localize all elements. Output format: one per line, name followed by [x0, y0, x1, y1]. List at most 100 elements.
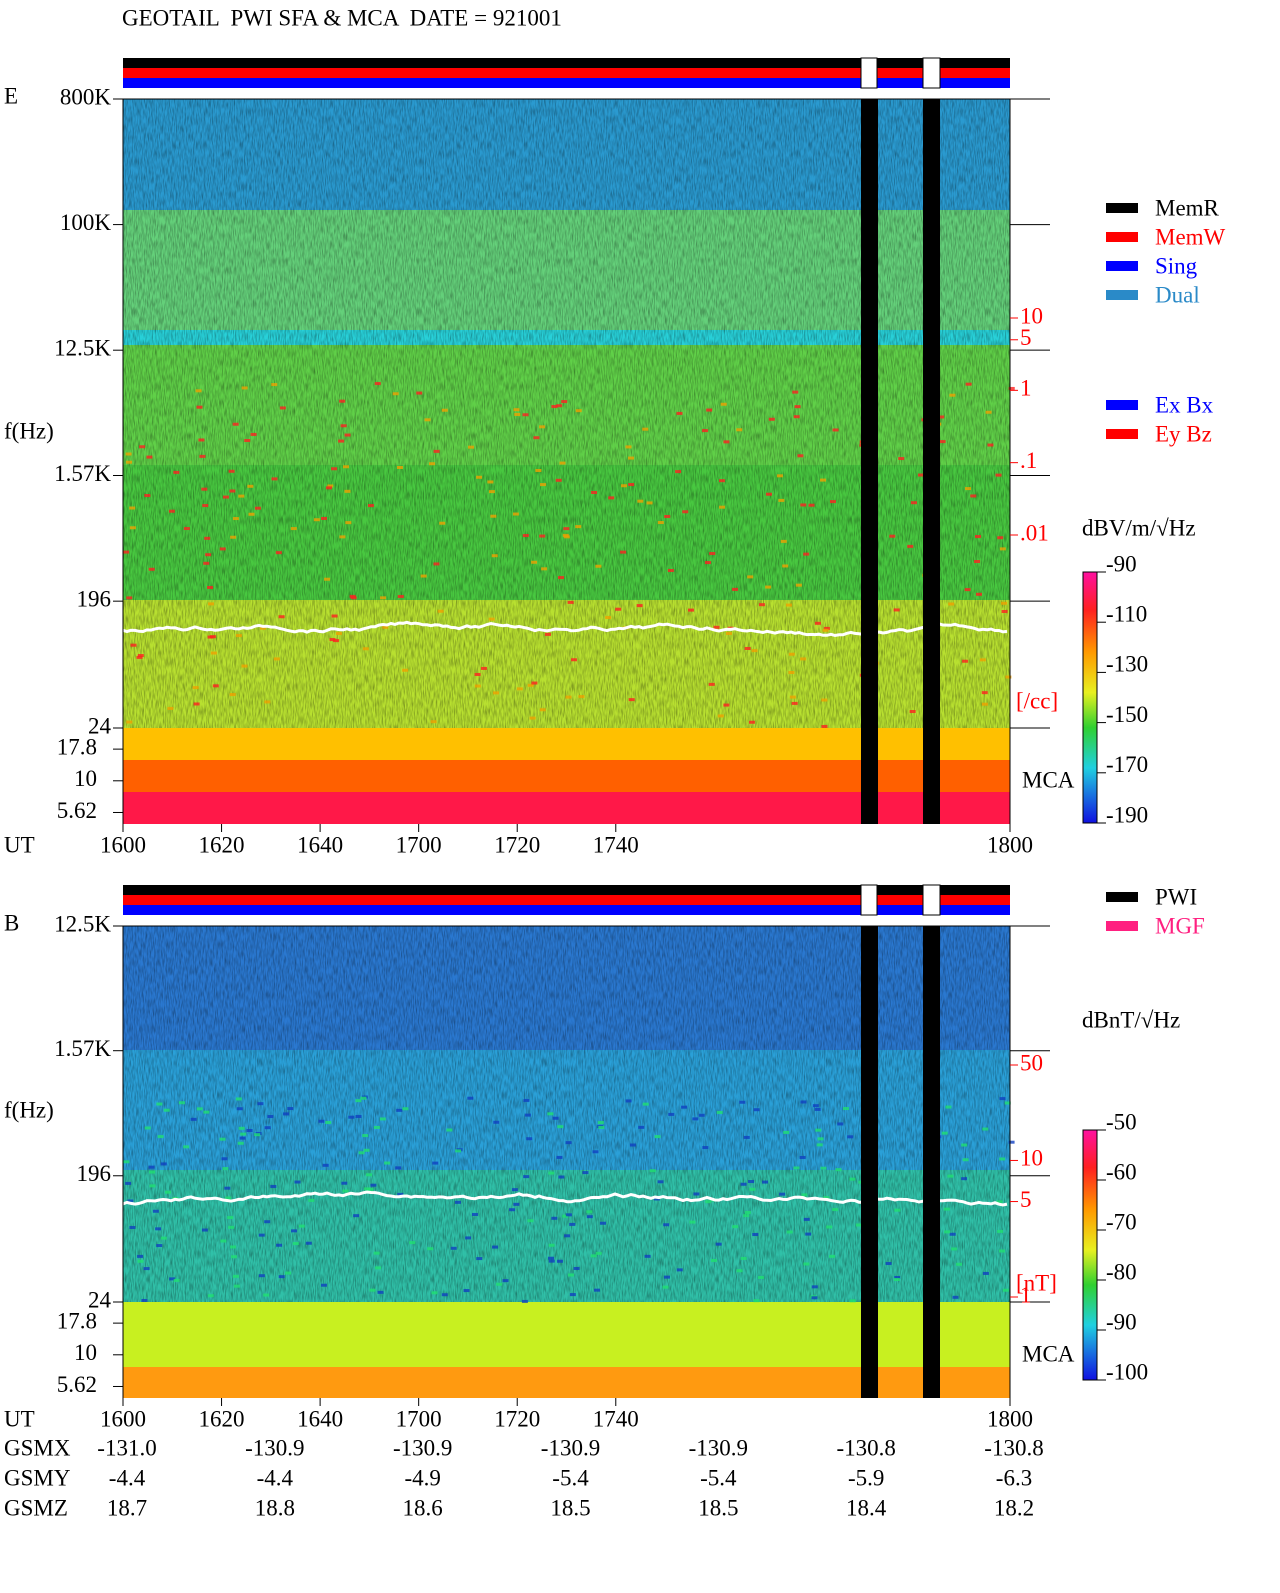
ephemeris-value: -130.9: [689, 1435, 748, 1460]
spectrogram-pixel: [765, 492, 772, 496]
colorbar-tick-label: -70: [1106, 1209, 1137, 1234]
spectrogram-pixel: [420, 574, 427, 578]
spectrogram-pixel: [271, 383, 278, 387]
spectrogram-pixel: [949, 1232, 956, 1236]
spectrogram-pixel: [795, 583, 802, 587]
spectrogram-pixel: [732, 1225, 739, 1229]
spectrogram-pixel: [367, 504, 374, 508]
spectrogram-pixel: [791, 701, 798, 705]
data-gap: [861, 926, 878, 1398]
y-tick-label: 1.57K: [54, 1036, 111, 1061]
x-tick-label: 1600: [100, 1406, 146, 1431]
spectrogram-pixel: [322, 1163, 329, 1167]
x-tick-label: 1640: [297, 1406, 343, 1431]
spectrogram-pixel: [803, 1217, 810, 1221]
spectrogram-pixel: [488, 617, 495, 621]
spectrogram-pixel: [817, 1137, 824, 1141]
spectrogram-pixel: [800, 657, 807, 661]
spectrogram-pixel: [753, 1108, 760, 1112]
spectrogram-pixel: [743, 1135, 750, 1139]
spectrogram-pixel: [246, 1128, 253, 1132]
spectrogram-pixel: [513, 1202, 520, 1206]
spectrogram-pixel: [369, 1288, 376, 1292]
spectrogram-pixel: [964, 487, 971, 491]
spectrogram-pixel: [664, 514, 671, 518]
spectrogram-pixel: [1008, 1140, 1015, 1144]
spectrogram-pixel: [232, 1274, 239, 1278]
spectrogram-pixel: [789, 695, 796, 699]
spectrogram-pixel: [562, 1214, 569, 1218]
spectrogram-pixel: [235, 1097, 242, 1101]
spectrogram-pixel: [355, 1099, 362, 1103]
spectrogram-pixel: [126, 460, 133, 464]
spectrogram-pixel: [811, 1285, 818, 1289]
colorbar-tick-label: -90: [1106, 1309, 1137, 1334]
spectrogram-pixel: [338, 439, 345, 443]
spectrogram-pixel: [148, 567, 155, 571]
spectrogram-pixel: [327, 484, 334, 488]
spectrogram-pixel: [238, 494, 245, 498]
spectrogram-pixel: [718, 479, 725, 483]
spectrogram-pixel: [982, 1271, 989, 1275]
spectrogram-pixel: [259, 626, 266, 630]
spectrogram-pixel: [402, 1107, 409, 1111]
legend-label: MGF: [1155, 913, 1205, 938]
spectrogram-pixel: [758, 603, 765, 607]
spectrogram-pixel: [502, 1279, 509, 1283]
y-tick-label: 24: [88, 1287, 112, 1312]
spectrogram-pixel: [559, 461, 566, 465]
spectrogram-pixel: [849, 1299, 856, 1303]
spectrogram-pixel: [392, 392, 399, 396]
x-tick-label: 1620: [199, 832, 245, 857]
x-tick-label: 1640: [297, 832, 343, 857]
spectrogram-pixel: [654, 1135, 661, 1139]
spectrogram-pixel: [644, 1254, 651, 1258]
density-tick-label: 50: [1020, 1050, 1043, 1075]
spectrogram-pixel: [548, 1256, 555, 1260]
data-gap: [923, 926, 940, 1398]
x-tick-label: 1740: [593, 1406, 639, 1431]
spectrogram-pixel: [725, 631, 732, 635]
spectrogram-pixel: [424, 418, 431, 422]
spectrogram-pixel: [313, 518, 320, 522]
legend-label: MemW: [1155, 224, 1226, 249]
colorbar-tick-label: -190: [1106, 802, 1148, 827]
ephemeris-name: GSMY: [4, 1465, 71, 1490]
spectrogram-pixel: [740, 1256, 747, 1260]
title: GEOTAIL PWI SFA & MCA DATE = 921001: [122, 5, 562, 30]
spectrogram-pixel: [233, 1284, 240, 1288]
spectrogram-pixel: [762, 1180, 769, 1184]
x-tick-label: 1740: [593, 832, 639, 857]
spectrogram-pixel: [355, 1114, 362, 1118]
spectrogram-pixel: [123, 1160, 130, 1164]
spectrogram-pixel: [522, 413, 529, 417]
status-bar: [123, 885, 1010, 895]
legend-swatch: [1106, 400, 1138, 410]
spectrogram-pixel: [815, 1128, 822, 1132]
x-tick-label: 1720: [494, 1406, 540, 1431]
spectrogram-pixel: [794, 405, 801, 409]
spectrogram-pixel: [681, 1105, 688, 1109]
spectrogram-pixel: [949, 393, 956, 397]
mca-tick-label: 17.8: [57, 1308, 97, 1333]
spectrogram-pixel: [620, 550, 627, 554]
y-tick-label: 196: [77, 1161, 112, 1186]
spectrogram-pixel: [765, 585, 772, 589]
spectrogram-pixel: [437, 609, 444, 613]
spectrogram-pixel: [204, 536, 211, 540]
density-label: [nT]: [1016, 1270, 1057, 1295]
spectrogram-pixel: [318, 1119, 325, 1123]
status-bar: [123, 905, 1010, 915]
spectrogram-pixel: [524, 1113, 531, 1117]
spectrogram-pixel: [527, 1219, 534, 1223]
spectrogram-pixel: [653, 1197, 660, 1201]
spectrogram-pixel: [541, 567, 548, 571]
spectrogram-pixel: [531, 560, 538, 564]
spectrogram-pixel: [556, 1155, 563, 1159]
spectrogram-pixel: [717, 714, 724, 718]
spectrogram-pixel: [239, 1136, 246, 1140]
y-tick-label: 100K: [60, 210, 112, 235]
spectrogram-pixel: [999, 1157, 1006, 1161]
spectrogram-pixel: [441, 1293, 448, 1297]
ephemeris-value: -5.9: [848, 1465, 884, 1490]
